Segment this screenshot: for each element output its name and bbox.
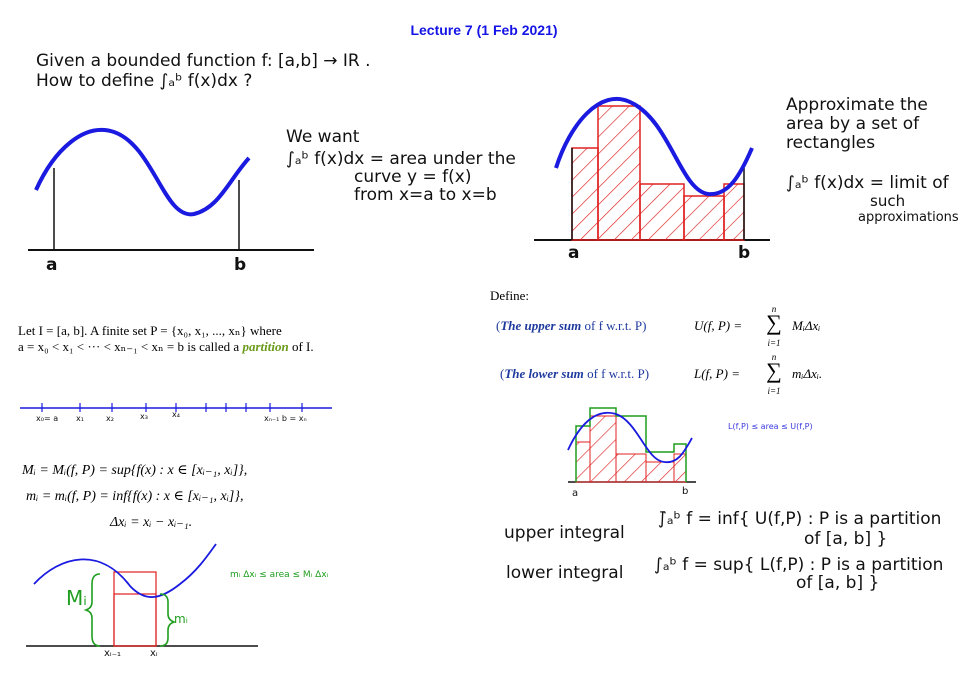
lower-sum-rest: of f w.r.t. P)	[583, 366, 650, 381]
lower-sum-rhs: mᵢΔxᵢ.	[792, 366, 823, 381]
nl-xn: xₙ₋₁ b = xₙ	[264, 414, 307, 423]
partition-def-line-2b: of I.	[288, 339, 314, 354]
define-label: Define:	[490, 288, 529, 303]
graph3-outer-rect	[113, 571, 157, 647]
lower-sum-top: n	[771, 352, 777, 362]
lower-upper-note: L(f,P) ≤ area ≤ U(f,P)	[728, 422, 813, 431]
upper-integral-formula-2: of [a, b] }	[804, 529, 888, 549]
graph3-Mi-brace	[83, 573, 101, 647]
upper-sigma-icon: ∑	[766, 310, 782, 335]
lower-sum-lhs: L(f, P) =	[694, 366, 740, 381]
partition-number-line	[20, 403, 332, 412]
nl-x2: x₂	[106, 414, 114, 423]
ineq-note: mᵢ Δxᵢ ≤ area ≤ Mᵢ Δxᵢ	[230, 570, 329, 580]
lower-integral-formula-1: ∫ₐᵇ f = sup{ L(f,P) : P is a partition	[654, 555, 944, 575]
graph4-curve	[567, 411, 693, 464]
def-Mi: Mᵢ = Mᵢ(f, P) = sup{f(x) : x ∈ [xᵢ₋₁, xᵢ…	[22, 463, 248, 478]
lower-integral-label: lower integral	[506, 563, 624, 583]
upper-lower-sum-graph	[567, 407, 696, 483]
we-want-line-3: curve y = f(x)	[354, 167, 472, 187]
graph2-rect-2	[597, 105, 641, 241]
upper-sum-top: n	[771, 304, 777, 314]
graph1-label-a: a	[46, 255, 58, 275]
nl-x4: x₄	[172, 410, 180, 419]
area-under-curve-graph	[28, 128, 314, 251]
intro-line-2: How to define ∫ₐᵇ f(x)dx ?	[36, 71, 253, 91]
rectangle-approximation-graph	[534, 96, 770, 241]
upper-sum-line: (The upper sum of f w.r.t. P)	[496, 318, 647, 334]
we-want-line-2: ∫ₐᵇ f(x)dx = area under the	[286, 149, 516, 169]
graph4-red-2	[589, 415, 617, 483]
upper-sum-rest: of f w.r.t. P)	[581, 318, 647, 333]
intro-line-1: Given a bounded function f: [a,b] → IR .	[36, 51, 371, 71]
lower-sum-open: (	[500, 366, 505, 381]
we-want-line-1: We want	[286, 127, 360, 147]
graph2-rect-5	[723, 183, 745, 241]
graph2-rect-3	[639, 183, 685, 241]
graph2-curve	[554, 96, 754, 197]
graph2-rect-4	[683, 195, 725, 241]
upper-integral-formula-1: ∫̄ₐᵇ f = inf{ U(f,P) : P is a partition	[658, 509, 942, 529]
approx-line-6: approximations	[858, 210, 959, 225]
upper-sum-lhs: U(f, P) =	[694, 318, 743, 333]
def-mi: mᵢ = mᵢ(f, P) = inf{f(x) : x ∈ [xᵢ₋₁, xᵢ…	[26, 489, 244, 504]
graph4-green-upper	[575, 407, 687, 482]
sup-inf-rectangle-graph	[26, 543, 258, 647]
nl-x0: x₀= a	[36, 414, 59, 423]
partition-def-line-1: Let I = [a, b]. A finite set P = {x₀, x₁…	[18, 323, 282, 338]
graph2-rect-1	[571, 147, 599, 241]
graph4-red-5	[673, 453, 687, 483]
graph3-xi-label: xᵢ	[150, 648, 158, 659]
graph3-inner-rect	[113, 593, 157, 647]
lower-integral-formula-2: of [a, b] }	[796, 573, 880, 593]
graph3-mi-label: mᵢ	[174, 612, 188, 626]
graph1-label-b: b	[234, 255, 247, 275]
graph3-Mi-label: Mᵢ	[66, 586, 87, 610]
partition-def-line-2: a = x₀ < x₁ < ··· < xₙ₋₁ < xₙ = b is cal…	[18, 339, 314, 355]
graph2-label-a: a	[568, 243, 580, 263]
graph4-label-a: a	[572, 488, 579, 499]
graph3-curve	[33, 543, 217, 598]
upper-sum-rhs: MᵢΔxᵢ	[792, 318, 821, 333]
nl-x3: x₃	[140, 412, 148, 421]
graph3-mi-brace	[159, 593, 177, 647]
graph2-label-b: b	[738, 243, 751, 263]
we-want-line-4: from x=a to x=b	[354, 185, 497, 205]
upper-sum-bottom: i=1	[767, 338, 781, 348]
graph4-label-b: b	[682, 486, 689, 497]
graph3-xim1-label: xᵢ₋₁	[104, 648, 121, 659]
graph4-red-4	[645, 461, 675, 483]
lower-sum-line: (The lower sum of f w.r.t. P)	[500, 366, 649, 382]
approx-line-2: area by a set of	[786, 114, 920, 134]
lower-sum-bottom: i=1	[767, 386, 781, 396]
graph4-red-3	[615, 453, 647, 483]
page-title: Lecture 7 (1 Feb 2021)	[410, 22, 558, 38]
approx-line-4: ∫ₐᵇ f(x)dx = limit of	[786, 173, 949, 193]
approx-line-1: Approximate the	[786, 95, 928, 115]
def-dx: Δxᵢ = xᵢ − xᵢ₋₁.	[110, 515, 193, 530]
partition-word: partition	[242, 339, 289, 354]
graph1-curve	[34, 128, 251, 217]
upper-integral-label: upper integral	[504, 523, 625, 543]
lower-sum-name: The lower sum	[504, 366, 584, 381]
upper-sum-name: The upper sum	[500, 318, 582, 333]
approx-line-3: rectangles	[786, 133, 876, 153]
approx-line-5: such	[870, 192, 906, 210]
nl-x1: x₁	[76, 414, 84, 423]
lower-sigma-icon: ∑	[766, 358, 782, 383]
upper-sum-open: (	[496, 318, 501, 333]
graph4-red-1	[575, 441, 591, 483]
partition-def-line-2a: a = x₀ < x₁ < ··· < xₙ₋₁ < xₙ = b is cal…	[18, 339, 243, 354]
